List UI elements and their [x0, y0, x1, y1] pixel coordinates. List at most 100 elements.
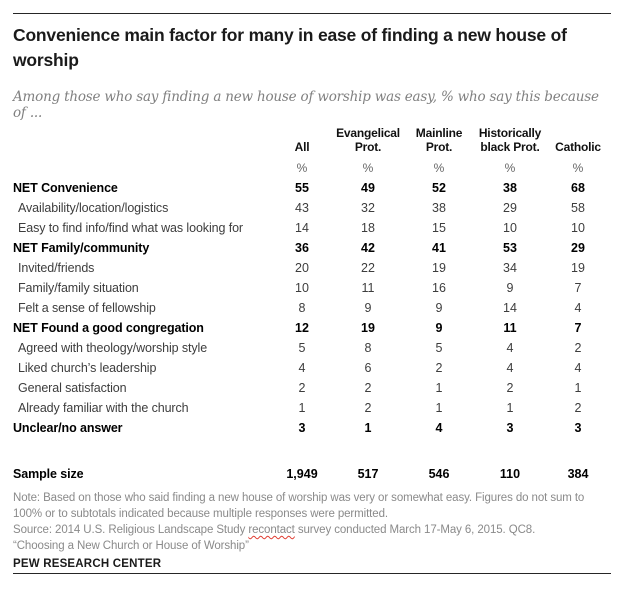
row-value: 1 — [435, 381, 443, 395]
row-value: 2 — [298, 381, 306, 395]
row-label: NET Convenience — [13, 181, 118, 195]
table-row: Already familiar with the church 1 2 1 1 2 — [13, 398, 611, 418]
row-value: 4 — [435, 421, 443, 435]
row-value: 49 — [361, 181, 375, 195]
row-value: 9 — [364, 301, 372, 315]
row-value: 4 — [298, 361, 306, 375]
row-value: 34 — [503, 261, 517, 275]
row-value: 29 — [503, 201, 517, 215]
row-value: 5 — [435, 341, 443, 355]
row-value: 14 — [295, 221, 309, 235]
row-value: 42 — [361, 241, 375, 255]
row-value: 2 — [435, 361, 443, 375]
row-value: 11 — [503, 321, 517, 335]
row-label: Unclear/no answer — [13, 421, 123, 435]
row-value: 7 — [574, 321, 582, 335]
row-value: 22 — [361, 261, 375, 275]
row-label: Sample size — [13, 467, 84, 481]
table-row: Easy to find info/find what was looking … — [13, 218, 611, 238]
row-label: Agreed with theology/worship style — [18, 341, 208, 355]
spellcheck-underlined-word: recontact — [248, 524, 295, 536]
unit-label: % — [504, 161, 516, 175]
table-row: Invited/friends 20 22 19 34 19 — [13, 258, 611, 278]
row-value: 9 — [506, 281, 514, 295]
row-label: Felt a sense of fellowship — [18, 301, 156, 315]
note-text: Note: Based on those who said finding a … — [13, 492, 585, 520]
row-value: 43 — [295, 201, 309, 215]
source-suffix: survey conducted March 17-May 6, 2015. Q… — [294, 524, 536, 536]
unit-label: % — [572, 161, 584, 175]
row-value: 8 — [298, 301, 306, 315]
column-header: Mainline Prot. — [415, 126, 463, 154]
row-value: 1 — [298, 401, 306, 415]
row-value: 1 — [574, 381, 582, 395]
row-value: 4 — [574, 361, 582, 375]
statistics-table: All Evangelical Prot. Mainline Prot. His… — [13, 126, 611, 484]
unit-label: % — [296, 161, 308, 175]
row-value: 10 — [503, 221, 517, 235]
row-label: Already familiar with the church — [18, 401, 189, 415]
unit-label: % — [433, 161, 445, 175]
row-value: 1 — [364, 421, 372, 435]
column-header-row: All Evangelical Prot. Mainline Prot. His… — [13, 126, 611, 156]
row-label: NET Family/community — [13, 241, 150, 255]
row-value: 1 — [435, 401, 443, 415]
row-value: 16 — [432, 281, 446, 295]
row-value: 32 — [361, 201, 375, 215]
row-value: 3 — [298, 421, 306, 435]
row-value: 9 — [435, 301, 443, 315]
table-row: Availability/location/logistics 43 32 38 29 5… — [13, 198, 611, 218]
row-value: 53 — [503, 241, 517, 255]
row-value: 58 — [571, 201, 585, 215]
row-label: Availability/location/logistics — [18, 201, 169, 215]
row-value: 1 — [506, 401, 514, 415]
table-row: Liked church’s leadership 4 6 2 4 4 — [13, 358, 611, 378]
row-value: 19 — [571, 261, 585, 275]
row-label: NET Found a good congregation — [13, 321, 204, 335]
row-value: 6 — [364, 361, 372, 375]
row-value: 5 — [298, 341, 306, 355]
row-value: 11 — [361, 281, 375, 295]
table-row: NET Family/community 36 42 41 53 29 — [13, 238, 611, 258]
table-row: Agreed with theology/worship style 5 8 5 4 2 — [13, 338, 611, 358]
row-value: 2 — [574, 341, 582, 355]
pew-research-center-wordmark: PEW RESEARCH CENTER — [13, 558, 162, 570]
table-row: Unclear/no answer 3 1 4 3 3 — [13, 418, 611, 438]
row-value: 68 — [571, 181, 585, 195]
row-value: 517 — [357, 467, 379, 481]
row-value: 20 — [295, 261, 309, 275]
row-value: 2 — [574, 401, 582, 415]
row-value: 19 — [361, 321, 375, 335]
row-value: 52 — [432, 181, 446, 195]
row-value: 9 — [435, 321, 443, 335]
row-value: 18 — [361, 221, 375, 235]
subtitle: Among those who say finding a new house … — [13, 89, 599, 121]
row-value: 8 — [364, 341, 372, 355]
row-value: 546 — [428, 467, 450, 481]
unit-label: % — [362, 161, 374, 175]
sample-size-row: Sample size 1,949 517 546 110 384 — [13, 464, 611, 484]
report-title-quote: “Choosing a New Church or House of Worsh… — [13, 540, 249, 552]
row-value: 4 — [506, 361, 514, 375]
row-value: 2 — [506, 381, 514, 395]
column-header: Historically black Prot. — [478, 126, 542, 154]
row-label-header — [13, 126, 271, 156]
row-value: 19 — [432, 261, 446, 275]
row-value: 41 — [432, 241, 446, 255]
column-header: Evangelical Prot. — [336, 126, 400, 154]
row-value: 12 — [295, 321, 309, 335]
row-label: Liked church’s leadership — [18, 361, 157, 375]
row-value: 4 — [574, 301, 582, 315]
source-prefix: Source: 2014 U.S. Religious Landscape St… — [13, 524, 249, 536]
row-value: 3 — [506, 421, 514, 435]
footnote-block: Note: Based on those who said finding a … — [13, 490, 611, 554]
report-figure: Convenience main factor for many in ease… — [0, 13, 624, 574]
row-value: 2 — [364, 401, 372, 415]
row-value: 2 — [364, 381, 372, 395]
row-value: 1,949 — [286, 467, 318, 481]
source-text: Source: 2014 U.S. Religious Landscape St… — [13, 522, 611, 538]
row-label: Easy to find info/find what was looking … — [18, 221, 243, 235]
column-header: All — [294, 140, 310, 154]
page-title: Convenience main factor for many in ease… — [13, 25, 567, 70]
spacer-row — [13, 438, 611, 464]
